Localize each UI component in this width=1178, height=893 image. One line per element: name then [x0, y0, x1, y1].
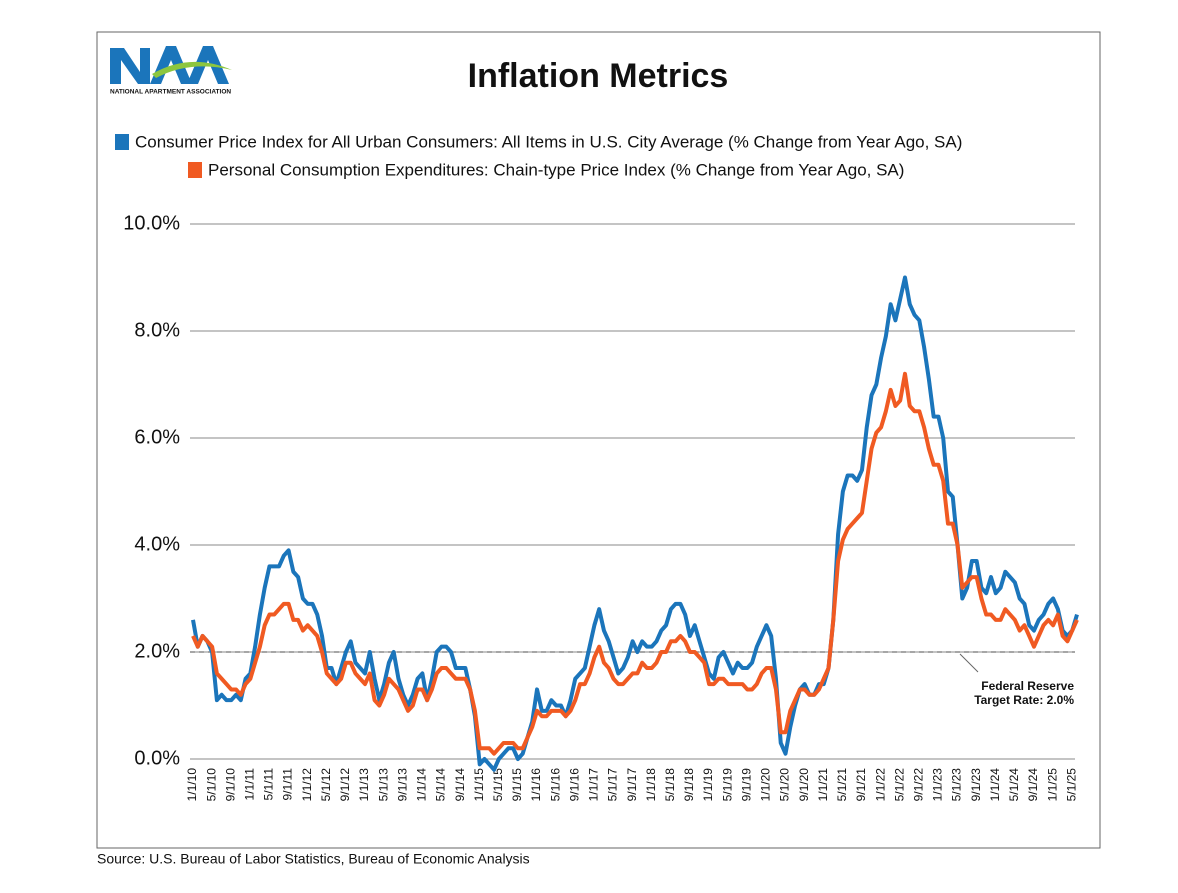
x-tick-label: 1/1/12: [300, 768, 314, 802]
x-tick-label: 1/1/23: [931, 768, 945, 802]
x-tick-label: 1/1/24: [988, 768, 1002, 802]
x-tick-label: 9/1/21: [854, 768, 868, 802]
x-tick-label: 5/1/19: [720, 768, 734, 802]
x-tick-label: 5/1/25: [1064, 768, 1078, 802]
x-tick-label: 5/1/20: [778, 768, 792, 802]
x-tick-label: 5/1/13: [376, 768, 390, 802]
x-tick-label: 5/1/16: [548, 768, 562, 802]
x-tick-label: 5/1/18: [663, 768, 677, 802]
chart-title: Inflation Metrics: [468, 57, 729, 95]
y-tick-label: 10.0%: [123, 212, 180, 234]
logo-n: [110, 48, 150, 84]
x-tick-label: 9/1/20: [797, 768, 811, 802]
source: Source: U.S. Bureau of Labor Statistics,…: [97, 851, 530, 867]
legend-label: Personal Consumption Expenditures: Chain…: [208, 160, 904, 179]
frame: [96, 31, 1101, 849]
x-tick-label: 1/1/17: [587, 768, 601, 802]
x-tick-label: 5/1/22: [892, 768, 906, 802]
x-tick-label: 5/1/14: [434, 768, 448, 802]
x-tick-label: 1/1/19: [701, 768, 715, 802]
x-tick-label: 5/1/11: [262, 768, 276, 801]
annotation: Target Rate: 2.0%: [974, 693, 1074, 707]
annotation-leader: [959, 653, 979, 673]
x-tick-label: 1/1/20: [759, 768, 773, 802]
logo-swoosh: [152, 61, 232, 78]
series-line: [191, 371, 1079, 756]
x-tick-label: 1/1/16: [529, 768, 543, 802]
x-tick-label: 5/1/17: [606, 768, 620, 802]
x-tick-label: 5/1/24: [1007, 768, 1021, 802]
x-tick-label: 9/1/19: [739, 768, 753, 802]
logo-subtext: NATIONAL APARTMENT ASSOCIATION: [110, 89, 231, 96]
y-tick-label: 6.0%: [134, 426, 180, 448]
x-tick-label: 1/1/15: [472, 768, 486, 802]
y-tick-label: 2.0%: [134, 640, 180, 662]
x-tick-label: 9/1/23: [969, 768, 983, 802]
x-tick-label: 1/1/14: [415, 768, 429, 802]
x-tick-label: 1/1/21: [816, 768, 830, 802]
x-tick-label: 5/1/21: [835, 768, 849, 802]
legend-swatch: [188, 162, 202, 178]
x-tick-label: 5/1/15: [491, 768, 505, 802]
x-tick-label: 9/1/18: [682, 768, 696, 802]
x-tick-label: 9/1/11: [281, 768, 295, 801]
x-tick-label: 1/1/25: [1045, 768, 1059, 802]
x-tick-label: 5/1/10: [204, 768, 218, 802]
x-tick-label: 1/1/22: [873, 768, 887, 802]
annotation: Federal Reserve: [981, 679, 1074, 693]
x-tick-label: 9/1/12: [338, 768, 352, 802]
series-line: [191, 275, 1079, 772]
x-tick-label: 9/1/10: [223, 768, 237, 802]
x-tick-label: 5/1/12: [319, 768, 333, 802]
x-tick-label: 5/1/23: [950, 768, 964, 802]
x-tick-label: 1/1/13: [357, 768, 371, 802]
x-tick-label: 1/1/10: [185, 768, 199, 802]
y-tick-label: 8.0%: [134, 319, 180, 341]
logo: NATIONAL APARTMENT ASSOCIATION: [110, 46, 232, 96]
x-tick-label: 9/1/13: [395, 768, 409, 802]
x-tick-label: 9/1/16: [567, 768, 581, 802]
logo-a2: [187, 46, 229, 84]
x-tick-label: 9/1/22: [911, 768, 925, 802]
x-tick-label: 9/1/14: [453, 768, 467, 802]
y-tick-label: 4.0%: [134, 533, 180, 555]
x-tick-label: 9/1/17: [625, 768, 639, 802]
x-tick-label: 1/1/18: [644, 768, 658, 802]
x-tick-label: 9/1/15: [510, 768, 524, 802]
x-tick-label: 1/1/11: [243, 768, 257, 801]
y-tick-label: 0.0%: [134, 747, 180, 769]
legend-label: Consumer Price Index for All Urban Consu…: [135, 132, 962, 151]
x-tick-label: 9/1/24: [1026, 768, 1040, 802]
legend-swatch: [115, 134, 129, 150]
